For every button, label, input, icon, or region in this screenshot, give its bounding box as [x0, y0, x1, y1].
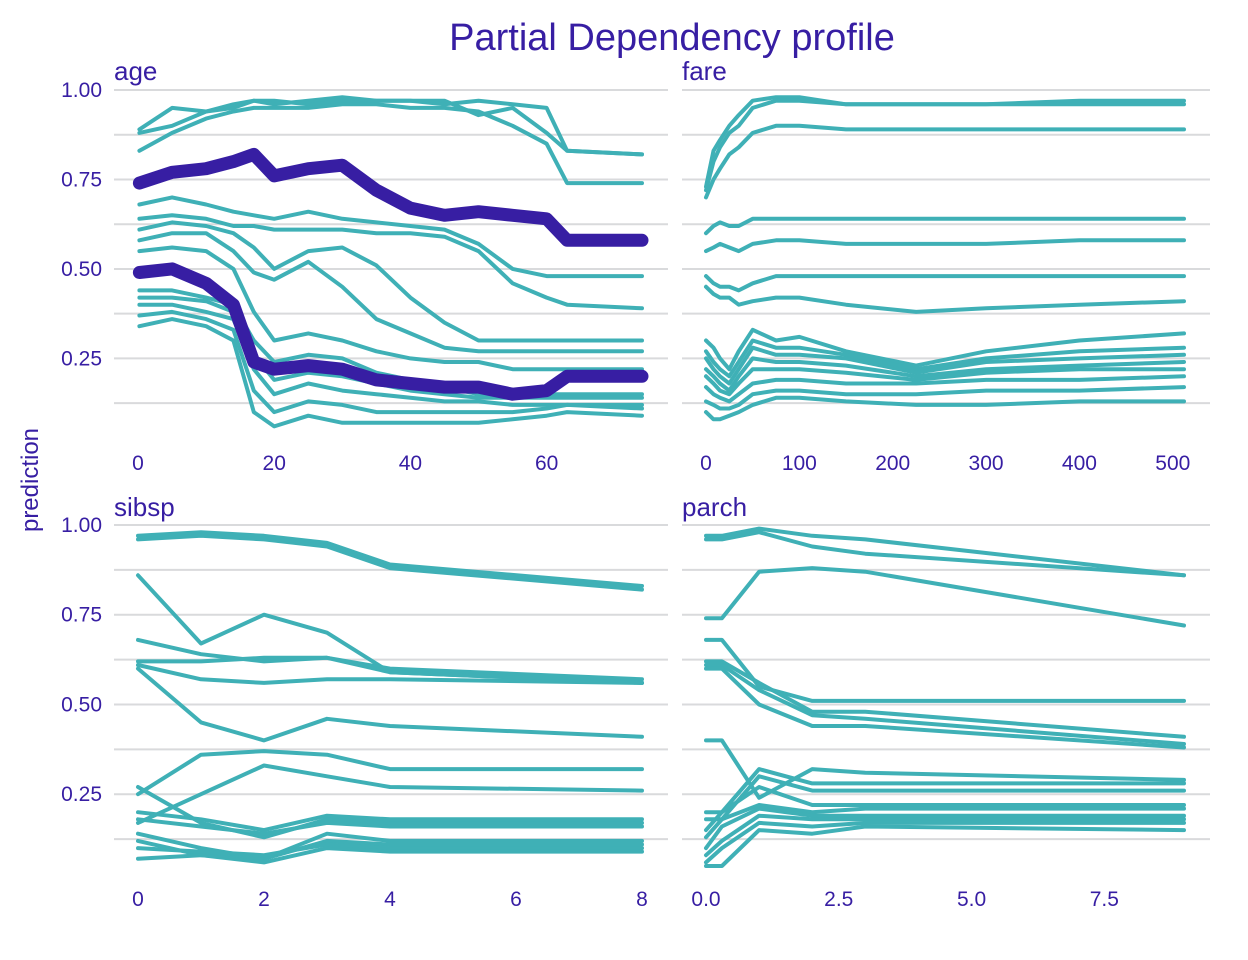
- profile-line: [704, 803, 1186, 840]
- profile-line: [704, 526, 1186, 578]
- profile-line: [136, 655, 644, 685]
- profile-line: [137, 231, 644, 354]
- profile-line: [704, 663, 1186, 746]
- profile-line: [136, 663, 644, 685]
- x-tick-label: 0: [132, 888, 144, 911]
- profile-line: [704, 824, 1186, 868]
- profile-line: [704, 820, 1186, 865]
- facet-title-sibsp: sibsp: [114, 492, 175, 522]
- profile-line: [136, 846, 644, 865]
- profile-line: [136, 530, 644, 588]
- profile-line: [704, 813, 1186, 858]
- profile-line: [704, 95, 1186, 189]
- profile-line: [704, 327, 1186, 372]
- y-tick-label: 0.50: [61, 693, 102, 716]
- profile-line: [704, 216, 1186, 236]
- profile-line: [136, 763, 644, 825]
- profile-line: [704, 530, 1186, 578]
- x-tick-label: 20: [263, 452, 286, 475]
- x-tick-label: 0: [132, 452, 144, 475]
- x-tick-label: 2.5: [824, 888, 853, 911]
- profile-line: [704, 566, 1186, 628]
- x-tick-label: 4: [384, 888, 396, 911]
- x-tick-label: 500: [1155, 452, 1190, 475]
- y-tick-label: 0.25: [61, 347, 102, 370]
- profile-line: [704, 356, 1186, 393]
- x-tick-label: 2: [258, 888, 270, 911]
- x-tick-label: 200: [875, 452, 910, 475]
- profile-line: [704, 367, 1186, 397]
- x-tick-label: 0.0: [691, 888, 720, 911]
- y-tick-label: 0.25: [61, 783, 102, 806]
- profile-line: [704, 98, 1186, 193]
- profile-line: [704, 284, 1186, 314]
- y-tick-label: 0.75: [61, 604, 102, 627]
- profile-line: [704, 274, 1186, 293]
- profile-line: [704, 659, 1186, 739]
- panel-sibsp: sibsp 0.25 0.50 0.75 1.00 0 2 4 6 8: [61, 492, 668, 911]
- profile-line: [137, 95, 644, 157]
- y-tick-label: 1.00: [61, 79, 102, 102]
- facet-title-parch: parch: [682, 492, 747, 522]
- y-tick-label: 0.50: [61, 258, 102, 281]
- x-tick-label: 7.5: [1090, 888, 1119, 911]
- profile-line: [704, 345, 1186, 386]
- profile-line: [136, 666, 644, 743]
- profile-line: [137, 220, 644, 343]
- profile-line: [136, 831, 644, 861]
- x-tick-label: 40: [399, 452, 422, 475]
- y-tick-label: 0.75: [61, 168, 102, 191]
- x-tick-label: 100: [782, 452, 817, 475]
- facet-title-age: age: [114, 56, 157, 86]
- profile-line: [137, 302, 644, 407]
- profile-line: [136, 817, 644, 836]
- aggregated-profile-line: [132, 147, 649, 247]
- profile-line: [704, 395, 1186, 422]
- y-tick-label: 1.00: [61, 514, 102, 537]
- profile-line: [704, 338, 1186, 379]
- profile-line: [704, 637, 1186, 703]
- profile-line: [137, 195, 644, 279]
- panel-fare: fare 0 100 200 300 400 500: [682, 56, 1210, 475]
- profile-line: [704, 806, 1186, 851]
- x-tick-label: 8: [636, 888, 648, 911]
- x-tick-label: 300: [969, 452, 1004, 475]
- chart-title: Partial Dependency profile: [449, 17, 895, 59]
- profile-line: [137, 317, 644, 429]
- profile-line: [704, 785, 1186, 833]
- profile-line: [137, 213, 644, 311]
- profile-line: [704, 238, 1186, 254]
- profile-line: [137, 309, 644, 415]
- aggregated-profile-line: [132, 262, 649, 401]
- facet-title-fare: fare: [682, 56, 727, 86]
- x-tick-label: 0: [700, 452, 712, 475]
- profile-line: [136, 810, 644, 833]
- profile-line: [704, 666, 1186, 750]
- x-tick-label: 400: [1062, 452, 1097, 475]
- x-tick-label: 60: [535, 452, 558, 475]
- profile-line: [136, 749, 644, 797]
- profile-line: [136, 842, 644, 858]
- profile-line: [137, 102, 644, 186]
- x-tick-label: 6: [510, 888, 522, 911]
- panel-parch: parch 0.0 2.5 5.0 7.5: [682, 492, 1210, 911]
- profile-line: [136, 533, 644, 592]
- profile-line: [137, 245, 644, 372]
- profile-line: [704, 123, 1186, 200]
- panel-age: age 0.25 0.50 0.75 1.00 0 20 40 60: [61, 56, 668, 475]
- profile-line: [704, 385, 1186, 411]
- x-tick-label: 5.0: [957, 888, 986, 911]
- profile-line: [704, 374, 1186, 404]
- y-axis-label: prediction: [17, 428, 44, 532]
